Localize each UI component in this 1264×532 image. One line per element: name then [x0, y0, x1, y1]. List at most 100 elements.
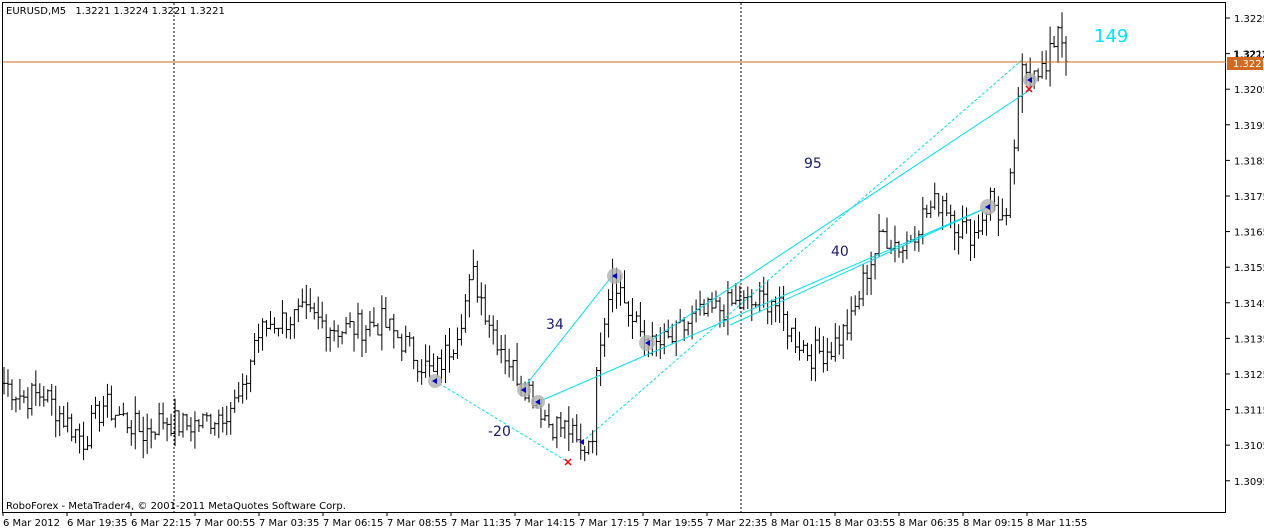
- ohlc-bar: [280, 300, 285, 334]
- ohlc-bar: [336, 324, 341, 348]
- y-tick-label: 1.3185: [1234, 156, 1264, 167]
- ohlc-bar: [53, 385, 58, 438]
- ohlc-bar: [622, 270, 627, 304]
- ohlc-bar: [57, 405, 62, 437]
- pattern-line: [537, 206, 989, 403]
- ohlc-bar: [443, 334, 448, 384]
- ohlc-bar: [1004, 208, 1009, 226]
- ohlc-bar: [435, 356, 440, 378]
- ohlc-bar: [507, 348, 512, 378]
- ohlc-bar: [169, 413, 174, 437]
- ohlc-bar: [180, 412, 185, 438]
- marker-arrow-icon: [1027, 77, 1032, 83]
- ohlc-bar: [881, 229, 886, 233]
- ohlc-bar: [932, 182, 937, 210]
- ohlc-bar: [475, 260, 480, 303]
- y-tick-label: 1.3165: [1234, 228, 1264, 239]
- ohlc-bar: [316, 296, 321, 330]
- ohlc-bar: [447, 327, 452, 373]
- ohlc-bar: [93, 396, 98, 419]
- ohlc-bar: [73, 428, 78, 444]
- ohlc-bar: [483, 284, 488, 325]
- ohlc-bar: [706, 297, 711, 317]
- ohlc-bar: [359, 309, 364, 358]
- x-tick-label: 6 Mar 22:15: [131, 518, 191, 529]
- ohlc-bar: [638, 302, 643, 337]
- y-tick-label: 1.3215: [1234, 50, 1264, 61]
- marker-arrow-icon: [612, 273, 617, 279]
- ohlc-bar: [451, 349, 456, 361]
- y-tick-label: 1.3145: [1234, 299, 1264, 310]
- ohlc-bar: [272, 317, 277, 334]
- ohlc-bar: [861, 264, 866, 307]
- marker-arrow-icon: [985, 204, 990, 210]
- pattern-line-dashed: [581, 59, 1023, 443]
- ohlc-bar: [515, 342, 520, 387]
- ohlc-bar: [137, 410, 142, 433]
- ohlc-bar: [471, 249, 476, 281]
- ohlc-bar: [367, 310, 372, 337]
- ohlc-bar: [268, 310, 273, 330]
- ohlc-bar: [77, 423, 82, 454]
- ohlc-bar: [157, 402, 162, 436]
- ohlc-bar: [570, 418, 575, 443]
- ohlc-bar: [276, 327, 281, 337]
- marker-arrow-icon: [535, 399, 540, 405]
- ohlc-bar: [165, 417, 170, 442]
- ohlc-bar: [686, 321, 691, 336]
- price-axis[interactable]: 1.32351.32251.32151.32051.31951.31851.31…: [1226, 0, 1264, 488]
- ohlc-bar: [312, 302, 317, 320]
- ohlc-bar: [371, 307, 376, 328]
- ohlc-bar: [590, 430, 595, 454]
- ohlc-bar: [9, 379, 14, 411]
- ohlc-bar: [411, 336, 416, 370]
- marker-arrow-icon: [432, 378, 437, 384]
- ohlc-bar: [713, 290, 718, 309]
- ohlc-bar: [383, 296, 388, 328]
- x-tick-label: 8 Mar 01:15: [771, 518, 831, 529]
- ohlc-bar: [240, 373, 245, 404]
- ohlc-bar: [399, 333, 404, 362]
- ohlc-bar: [829, 341, 834, 360]
- ohlc-bar: [1040, 51, 1045, 79]
- ohlc-bar: [630, 298, 635, 339]
- ohlc-bar: [550, 423, 555, 441]
- price-level-label: 1.3222: [1233, 50, 1264, 61]
- ohlc-bar: [670, 323, 675, 345]
- ohlc-bar: [586, 440, 591, 455]
- ohlc-bar: [105, 383, 110, 418]
- ohlc-bar: [89, 405, 94, 449]
- symbol-name: EURUSD,M5: [6, 6, 66, 17]
- copyright-text: RoboForex - MetaTrader4, © 2001-2011 Met…: [6, 501, 346, 512]
- ohlc-bar: [749, 289, 754, 322]
- ohlc-bar: [928, 200, 933, 219]
- ohlc-bar: [324, 314, 329, 352]
- ohlc-bar: [13, 396, 18, 413]
- ohlc-bar: [805, 342, 810, 361]
- ohlc-bar: [741, 290, 746, 310]
- ohlc-bar: [153, 431, 158, 440]
- y-tick-label: 1.3105: [1234, 441, 1264, 452]
- ohlc-bar: [228, 402, 233, 435]
- symbol-header: EURUSD,M5 1.3221 1.3224 1.3221 1.3221: [6, 6, 225, 17]
- ohlc-bar: [224, 405, 229, 436]
- pattern-label: -20: [488, 424, 511, 440]
- score-label: 149: [1094, 26, 1128, 47]
- time-axis[interactable]: 6 Mar 2012 6 Mar 19:35 6 Mar 22:15 7 Mar 00…: [2, 512, 1087, 529]
- current-price-label: 1.3221: [1233, 59, 1264, 70]
- pattern-line-dashed: [434, 380, 569, 463]
- ohlc-bar: [352, 321, 357, 352]
- x-tick-label: 7 Mar 08:55: [387, 518, 447, 529]
- x-tick-label: 7 Mar 19:55: [643, 518, 703, 529]
- pattern-line: [646, 89, 1031, 344]
- ohlc-bar: [196, 419, 201, 433]
- ohlc-bar: [133, 396, 138, 450]
- ohlc-bar: [85, 436, 90, 451]
- ohlc-bar: [113, 414, 118, 428]
- ohlc-bar: [499, 335, 504, 364]
- ohlc-bar: [208, 413, 213, 435]
- pattern-markers: [428, 73, 1037, 466]
- ohlc-bar: [1000, 198, 1005, 221]
- ohlc-bar: [845, 309, 850, 341]
